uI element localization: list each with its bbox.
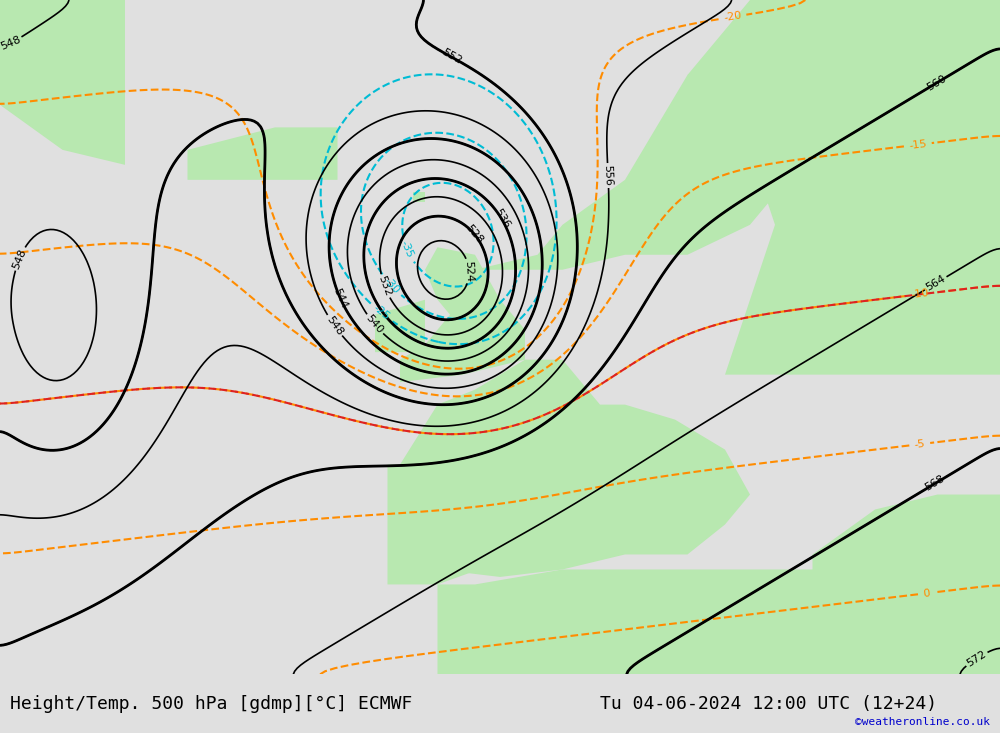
Text: -30: -30 (382, 275, 401, 295)
Text: Height/Temp. 500 hPa [gdmp][°C] ECMWF: Height/Temp. 500 hPa [gdmp][°C] ECMWF (10, 695, 412, 713)
Text: 548: 548 (0, 34, 22, 52)
Text: ©weatheronline.co.uk: ©weatheronline.co.uk (855, 717, 990, 727)
Polygon shape (688, 0, 1000, 375)
Text: -25: -25 (371, 303, 391, 323)
Polygon shape (475, 60, 850, 270)
Polygon shape (388, 465, 538, 584)
Text: -35: -35 (399, 239, 415, 259)
Polygon shape (188, 128, 338, 180)
Text: 548: 548 (11, 247, 28, 270)
Text: 536: 536 (492, 207, 511, 231)
Text: -5: -5 (914, 438, 926, 450)
Text: -15: -15 (908, 139, 927, 151)
Text: 528: 528 (464, 223, 485, 246)
Text: 556: 556 (603, 165, 614, 186)
Text: 564: 564 (924, 273, 947, 293)
Text: 568: 568 (924, 474, 947, 493)
Polygon shape (438, 554, 1000, 674)
Text: 524: 524 (463, 260, 475, 282)
Text: 552: 552 (440, 48, 463, 67)
Polygon shape (400, 247, 525, 382)
Polygon shape (375, 300, 425, 352)
Text: 548: 548 (324, 314, 345, 337)
Text: -10: -10 (910, 288, 929, 301)
Polygon shape (812, 495, 1000, 584)
Polygon shape (400, 360, 750, 577)
Text: 540: 540 (364, 313, 385, 336)
Polygon shape (0, 0, 125, 165)
Text: Tu 04-06-2024 12:00 UTC (12+24): Tu 04-06-2024 12:00 UTC (12+24) (600, 695, 937, 713)
Text: 572: 572 (965, 649, 988, 668)
Text: 0: 0 (922, 588, 930, 599)
Text: 544: 544 (332, 287, 349, 311)
Text: 532: 532 (376, 275, 393, 298)
Text: -20: -20 (723, 10, 742, 23)
Text: 560: 560 (925, 73, 948, 93)
Polygon shape (413, 192, 425, 202)
